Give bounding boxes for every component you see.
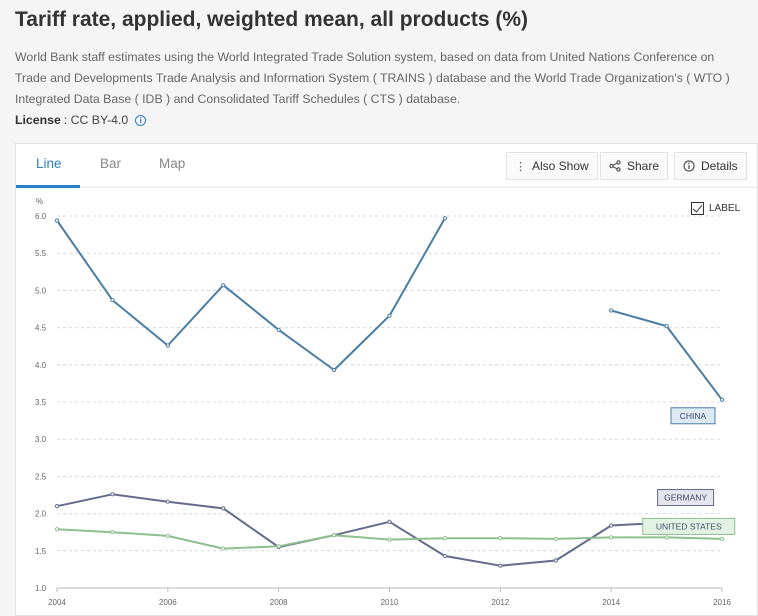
series-label-germany: GERMANY [664,493,707,503]
vertical-dots-icon: ⋮ [515,160,526,173]
data-point-germany [387,519,392,524]
data-point-germany [553,558,558,563]
data-point-germany [110,492,115,497]
data-point-united-states [442,536,448,541]
share-label: Share [627,159,660,173]
series-line-china [56,217,446,371]
data-point-united-states [498,536,503,541]
series-line-china [610,309,723,401]
label-toggle[interactable]: LABEL [691,202,740,215]
y-tick-label: 3.0 [35,435,47,444]
y-tick-label: 6.0 [35,212,47,221]
data-point-germany [442,553,448,559]
data-point-china [664,324,669,329]
y-tick-label: 2.0 [35,510,47,519]
page-title: Tariff rate, applied, weighted mean, all… [15,8,529,31]
series-label-box-united-states [642,517,736,535]
also-show-button[interactable]: ⋮ Also Show [506,152,598,180]
data-point-united-states [553,536,558,541]
data-point-united-states [165,533,170,539]
x-tick-label: 2010 [381,598,399,607]
tab-line[interactable]: Line [36,156,62,171]
data-point-germany [165,499,170,504]
data-point-china [719,397,725,402]
data-point-china [276,327,281,332]
tab-map[interactable]: Map [159,156,186,171]
x-tick-label: 2008 [270,598,288,607]
data-point-china [165,343,170,348]
y-tick-label: 1.0 [35,584,47,593]
data-point-united-states [331,533,337,538]
x-tick-label: 2014 [602,598,620,607]
active-tab-indicator [16,185,80,188]
y-tick-label: 3.5 [35,398,47,407]
data-point-united-states [387,537,392,542]
data-point-germany [221,506,226,511]
y-tick-label: 5.0 [35,286,47,295]
data-point-united-states [54,527,60,532]
x-tick-label: 2016 [713,598,731,607]
series-line-germany [56,493,667,567]
data-point-china [442,216,448,221]
data-point-china [54,218,60,223]
series-label-box-germany [657,489,715,507]
data-point-united-states [110,530,115,535]
data-point-china [609,308,614,313]
series-label-china: CHINA [680,411,707,421]
data-point-germany [54,504,60,509]
label-toggle-text: LABEL [709,203,741,214]
share-button[interactable]: Share [600,152,669,180]
label-checkbox[interactable] [691,202,704,215]
data-point-united-states [664,535,669,540]
y-tick-label: 4.5 [35,324,47,333]
license-line: License : CC BY-4.0 i [15,113,147,127]
source-note: World Bank staff estimates using the Wor… [15,50,730,106]
data-point-united-states [221,546,226,551]
details-button[interactable]: Details [674,152,747,180]
data-point-china [221,283,226,288]
y-tick-label: 1.5 [35,547,47,556]
info-circle-icon [683,160,695,172]
y-axis-label: % [36,197,43,206]
data-point-germany [498,563,503,568]
details-label: Details [701,159,738,173]
data-point-united-states [719,536,725,541]
series-label-united-states: UNITED STATES [656,521,722,531]
y-tick-label: 5.5 [35,249,47,258]
data-point-united-states [276,544,281,549]
also-show-label: Also Show [532,159,589,173]
share-icon [609,160,621,172]
data-point-china [110,297,115,303]
x-tick-label: 2004 [48,598,66,607]
chart-tab-bar: Line Bar Map ⋮ Also Show Share Detail [16,144,757,188]
data-point-china [387,313,392,318]
y-tick-label: 4.0 [35,361,47,370]
data-point-united-states [609,535,614,540]
data-point-germany [609,523,614,528]
x-tick-label: 2006 [159,598,177,607]
x-tick-label: 2012 [491,598,509,607]
data-point-china [331,367,337,373]
y-tick-label: 2.5 [35,472,47,481]
series-label-box-china [670,407,716,425]
license-label: License [15,113,61,127]
tab-bar[interactable]: Bar [100,156,122,171]
info-icon[interactable]: i [135,114,147,126]
license-value: : CC BY-4.0 [63,113,129,127]
